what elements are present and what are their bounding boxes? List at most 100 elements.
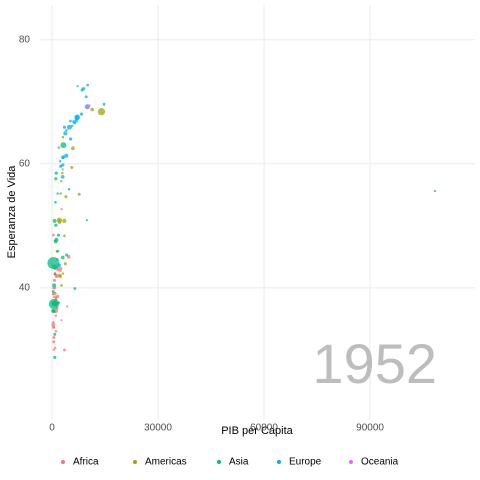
point [52,278,57,283]
point [56,263,61,268]
point [61,163,65,167]
point [61,135,65,139]
point [86,83,90,87]
point [70,166,74,170]
point [56,233,61,237]
x-axis-title: PIB per Capita [221,425,293,437]
y-tick-label: 60 [19,158,31,169]
legend-marker [217,460,221,464]
point [64,195,68,199]
point [80,88,84,92]
y-tick-label: 80 [19,34,31,45]
point [63,262,67,266]
point [53,355,57,359]
point [62,218,67,224]
point [68,137,73,141]
point [52,336,56,339]
series [47,129,437,359]
point [53,346,57,350]
point [54,314,58,318]
point [59,192,62,195]
point [54,200,57,204]
point [73,121,77,125]
legend-marker [277,460,281,464]
point [62,125,67,129]
point [84,95,88,99]
point [52,218,57,223]
point [85,219,88,222]
series [54,83,106,268]
point [90,107,94,112]
point [56,249,60,253]
point [60,255,65,260]
point [52,325,56,329]
point [63,348,66,352]
point [57,146,61,149]
point [65,253,69,257]
legend-label: Africa [73,457,99,468]
legend-marker [349,460,353,464]
point [79,112,84,116]
point [52,348,55,352]
point [61,272,65,275]
legend-marker [133,460,137,464]
point [85,105,90,109]
point [53,273,56,276]
point [59,266,63,271]
point [56,266,59,270]
y-tick-label: 40 [19,283,31,294]
point [57,220,62,224]
point [58,274,62,278]
series [85,104,91,109]
point [60,174,65,179]
point [88,104,91,107]
point [61,155,65,160]
point [66,124,72,130]
year-annotation: 1952 [312,332,437,395]
point [59,269,62,273]
point [56,192,59,195]
point [65,129,68,132]
x-tick-label: 0 [49,423,55,434]
point [66,255,71,259]
point [77,192,81,196]
x-tick-label: 90000 [356,423,384,434]
point [52,309,56,314]
point [61,168,64,171]
point [60,142,67,149]
x-tick-label: 30000 [144,423,172,434]
point [56,294,60,299]
point [60,179,63,183]
point [60,207,63,211]
y-axis-title: Esperanza de Vida [6,165,18,259]
point [67,187,71,191]
legend-label: Oceania [361,457,399,468]
point [54,223,58,227]
legend-label: Americas [145,457,187,468]
point [73,287,77,290]
point [53,332,57,336]
point [60,284,63,287]
point [54,177,58,181]
point [52,295,56,299]
point [76,85,79,88]
point [60,319,63,322]
legend-label: Europe [289,457,322,468]
point [51,300,58,307]
point [58,160,62,163]
point [57,301,60,304]
point [52,340,56,344]
legend: Africa Americas Asia Europe Oceania [61,457,399,468]
point [74,114,81,121]
series [51,207,71,352]
point [69,119,72,123]
point [54,329,58,333]
point [97,108,106,116]
point [53,239,58,244]
point [51,290,55,294]
point [71,146,75,151]
point [61,171,64,175]
point [52,233,55,237]
point [102,102,106,106]
